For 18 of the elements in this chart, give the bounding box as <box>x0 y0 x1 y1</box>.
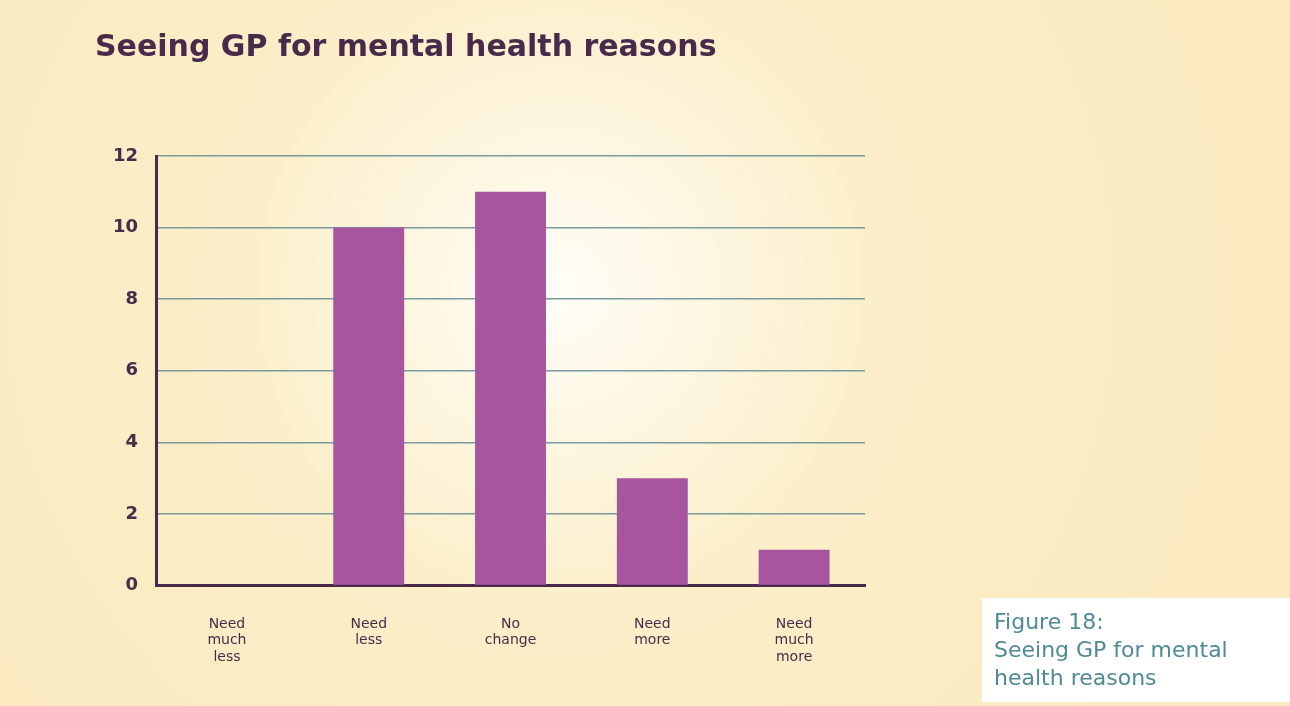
chart-title: Seeing GP for mental health reasons <box>95 27 717 63</box>
y-tick-label: 6 <box>125 358 139 380</box>
caption: Figure 18: Seeing GP for mental health reasons <box>982 598 1290 702</box>
x-tick-label: Need more <box>634 614 671 648</box>
bar <box>475 191 546 585</box>
y-tick-label: 2 <box>125 501 139 523</box>
bar <box>333 227 405 585</box>
y-tick-label: 4 <box>125 430 139 452</box>
y-tick-label: 12 <box>112 143 139 165</box>
x-tick-label: Need much less <box>207 614 247 665</box>
y-tick-label: 8 <box>125 286 139 308</box>
y-tick-label: 0 <box>125 573 139 595</box>
bar <box>616 478 688 585</box>
x-tick-label: Need less <box>350 614 388 648</box>
y-tick-label: 10 <box>112 215 139 237</box>
x-tick-label: Need much more <box>774 614 814 665</box>
bar <box>758 549 830 585</box>
x-tick-label: No change <box>484 614 537 648</box>
